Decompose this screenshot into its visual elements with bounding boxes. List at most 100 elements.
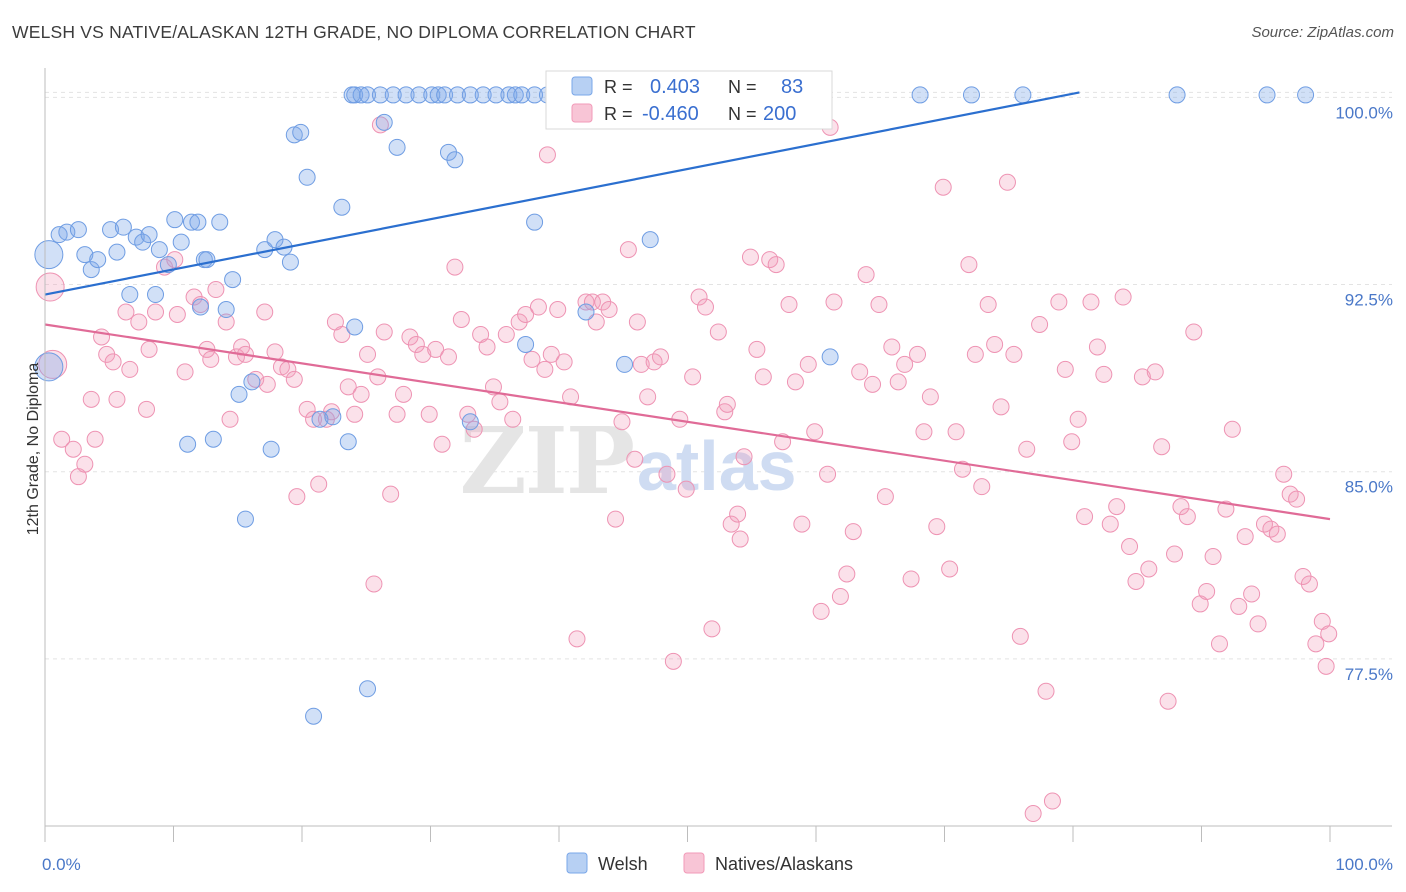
natives-point <box>1095 365 1113 383</box>
natives-point <box>754 368 772 386</box>
natives-point <box>1146 363 1164 381</box>
natives-point <box>729 505 747 523</box>
natives-point <box>217 313 235 331</box>
natives-point <box>986 335 1004 353</box>
welsh-point <box>102 221 120 239</box>
natives-point <box>583 293 601 311</box>
y-tick-label: 85.0% <box>1345 478 1393 497</box>
welsh-point <box>1168 86 1186 104</box>
natives-point <box>812 602 830 620</box>
natives-point <box>1005 345 1023 363</box>
series-legend-swatch-welsh <box>566 852 588 874</box>
natives-point <box>741 248 759 266</box>
natives-point <box>722 515 740 533</box>
natives-point <box>1243 585 1261 603</box>
natives-point <box>1082 293 1100 311</box>
welsh-point <box>339 433 357 451</box>
welsh-point <box>311 410 329 428</box>
welsh-point <box>230 385 248 403</box>
natives-point <box>1043 792 1061 810</box>
natives-point <box>883 338 901 356</box>
welsh-point <box>89 251 107 269</box>
natives-point <box>960 256 978 274</box>
scatter-points <box>34 86 1338 823</box>
natives-point <box>838 565 856 583</box>
legend-swatch-welsh <box>571 76 593 96</box>
trend-lines <box>44 91 1331 521</box>
welsh-point <box>423 86 441 104</box>
natives-point <box>1153 438 1171 456</box>
welsh-point <box>461 86 479 104</box>
natives-point <box>104 353 122 371</box>
natives-point <box>86 430 104 448</box>
natives-point <box>121 360 139 378</box>
natives-point <box>517 306 535 324</box>
natives-point <box>1031 315 1049 333</box>
natives-point <box>388 405 406 423</box>
y-tick-label: 100.0% <box>1335 103 1393 122</box>
welsh-point <box>526 213 544 231</box>
welsh-point <box>172 233 190 251</box>
natives-point <box>491 393 509 411</box>
welsh-point <box>446 151 464 169</box>
natives-point <box>1166 545 1184 563</box>
welsh-point <box>911 86 929 104</box>
natives-point <box>420 405 438 423</box>
natives-point <box>1127 572 1145 590</box>
natives-point <box>1300 575 1318 593</box>
welsh-point <box>359 680 377 698</box>
series-legend: Welsh Natives/Alaskans <box>566 852 853 874</box>
natives-point <box>1063 433 1081 451</box>
natives-point <box>64 440 82 458</box>
welsh-point <box>375 113 393 131</box>
natives-point <box>1011 627 1029 645</box>
natives-point <box>1159 692 1177 710</box>
natives-point <box>825 293 843 311</box>
natives-point <box>767 256 785 274</box>
natives-point <box>407 335 425 353</box>
natives-point <box>709 323 727 341</box>
natives-point <box>382 485 400 503</box>
natives-point <box>639 388 657 406</box>
natives-point <box>207 281 225 299</box>
series-legend-label-welsh: Welsh <box>598 854 648 874</box>
natives-point <box>793 515 811 533</box>
watermark-atlas: atlas <box>637 427 797 505</box>
natives-point <box>1024 805 1042 823</box>
natives-point <box>1217 500 1235 518</box>
legend-swatch-natives <box>571 103 593 123</box>
natives-point <box>909 345 927 363</box>
natives-point <box>339 378 357 396</box>
natives-point <box>497 325 515 343</box>
welsh-point <box>305 707 323 725</box>
welsh-point <box>189 213 207 231</box>
natives-point <box>831 587 849 605</box>
natives-point <box>168 306 186 324</box>
welsh-point <box>346 86 364 104</box>
natives-point <box>921 388 939 406</box>
natives-point <box>703 620 721 638</box>
natives-point <box>577 293 595 311</box>
natives-point <box>1236 528 1254 546</box>
natives-point <box>632 355 650 373</box>
natives-point <box>1133 368 1151 386</box>
natives-point <box>138 400 156 418</box>
natives-point <box>310 475 328 493</box>
natives-point <box>523 350 541 368</box>
welsh-point <box>429 86 447 104</box>
legend-n-value-1: 83 <box>781 76 803 98</box>
natives-point <box>677 480 695 498</box>
welsh-trend-line <box>44 91 1080 296</box>
natives-point <box>851 363 869 381</box>
natives-point <box>998 173 1016 191</box>
natives-point <box>696 298 714 316</box>
natives-point <box>352 385 370 403</box>
natives-point <box>786 373 804 391</box>
welsh-point <box>114 218 132 236</box>
welsh-point <box>166 211 184 229</box>
natives-point <box>555 353 573 371</box>
natives-point <box>369 368 387 386</box>
natives-point <box>1076 508 1094 526</box>
natives-point <box>1172 498 1190 516</box>
welsh-point <box>292 123 310 141</box>
